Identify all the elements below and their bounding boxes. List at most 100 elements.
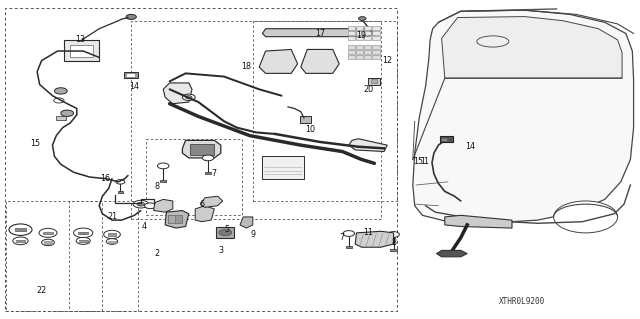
Circle shape	[145, 203, 156, 209]
Circle shape	[39, 228, 57, 237]
Bar	[160, 180, 166, 182]
Circle shape	[42, 239, 54, 246]
Bar	[356, 45, 363, 49]
Text: 17: 17	[315, 29, 325, 38]
Polygon shape	[240, 217, 253, 228]
Text: 11: 11	[363, 228, 373, 237]
Bar	[216, 227, 234, 238]
Text: 1: 1	[420, 157, 425, 166]
Circle shape	[9, 224, 32, 235]
Text: 7: 7	[212, 169, 217, 178]
Bar	[124, 72, 138, 78]
Bar	[364, 36, 371, 40]
Circle shape	[202, 155, 214, 161]
Bar	[262, 156, 304, 179]
Text: 5: 5	[225, 225, 230, 234]
Bar	[348, 55, 355, 59]
Polygon shape	[163, 83, 192, 104]
Bar	[372, 50, 380, 54]
Circle shape	[54, 98, 64, 103]
Circle shape	[182, 94, 195, 100]
Bar	[64, 40, 99, 61]
Circle shape	[219, 229, 232, 236]
Bar	[390, 249, 397, 251]
Bar	[16, 240, 25, 242]
Polygon shape	[355, 231, 394, 247]
Text: 3: 3	[218, 246, 223, 255]
Bar	[372, 45, 380, 49]
Bar	[364, 31, 371, 35]
Bar	[70, 45, 93, 57]
Text: 13: 13	[75, 35, 85, 44]
Bar	[356, 36, 363, 40]
Circle shape	[74, 228, 93, 238]
Circle shape	[13, 237, 28, 245]
Bar	[348, 36, 355, 40]
Bar	[442, 139, 447, 141]
Polygon shape	[154, 199, 173, 212]
Polygon shape	[301, 49, 339, 73]
Circle shape	[186, 96, 192, 99]
Bar	[79, 240, 88, 242]
Bar	[146, 139, 242, 215]
Text: 9: 9	[250, 230, 255, 239]
Bar	[368, 78, 380, 85]
Polygon shape	[195, 206, 214, 222]
Bar	[300, 116, 311, 123]
Bar	[44, 241, 52, 244]
Text: 18: 18	[241, 63, 252, 71]
Circle shape	[133, 200, 148, 208]
Bar	[253, 21, 397, 201]
Bar	[108, 233, 116, 236]
Bar	[69, 201, 138, 311]
Circle shape	[358, 17, 366, 20]
Bar	[190, 144, 214, 155]
Ellipse shape	[477, 36, 509, 47]
Bar	[43, 232, 53, 234]
Circle shape	[61, 110, 74, 116]
Bar	[346, 246, 352, 248]
Text: 14: 14	[465, 142, 476, 151]
Bar	[372, 26, 380, 30]
Bar	[348, 31, 355, 35]
Bar	[356, 31, 363, 35]
Bar	[356, 55, 363, 59]
Polygon shape	[259, 49, 298, 73]
Bar	[371, 79, 377, 83]
Circle shape	[343, 231, 355, 236]
Polygon shape	[349, 139, 387, 152]
Polygon shape	[413, 10, 634, 223]
Bar	[348, 26, 355, 30]
Bar	[364, 45, 371, 49]
Text: 22: 22	[36, 286, 47, 295]
Bar	[364, 26, 371, 30]
Polygon shape	[436, 250, 467, 257]
Bar	[168, 215, 175, 223]
Circle shape	[76, 237, 90, 244]
Bar	[356, 50, 363, 54]
Text: 7: 7	[340, 233, 345, 242]
Bar	[348, 45, 355, 49]
Circle shape	[126, 14, 136, 19]
Text: 20: 20	[363, 85, 373, 94]
Bar	[356, 26, 363, 30]
Text: 12: 12	[382, 56, 392, 65]
Text: 8: 8	[391, 238, 396, 247]
Bar	[56, 116, 66, 120]
Bar	[364, 55, 371, 59]
Circle shape	[104, 230, 120, 239]
Text: 19: 19	[356, 31, 367, 40]
Bar	[5, 8, 397, 311]
Text: 21: 21	[107, 212, 117, 221]
Circle shape	[116, 180, 125, 184]
Text: 14: 14	[129, 82, 140, 91]
Text: 8: 8	[154, 182, 159, 191]
Text: 15: 15	[413, 157, 424, 166]
Text: 15: 15	[30, 139, 40, 148]
Bar	[118, 191, 123, 193]
Polygon shape	[445, 215, 512, 228]
Circle shape	[157, 163, 169, 169]
Circle shape	[137, 202, 145, 206]
Bar	[372, 36, 380, 40]
Text: 10: 10	[305, 125, 316, 134]
